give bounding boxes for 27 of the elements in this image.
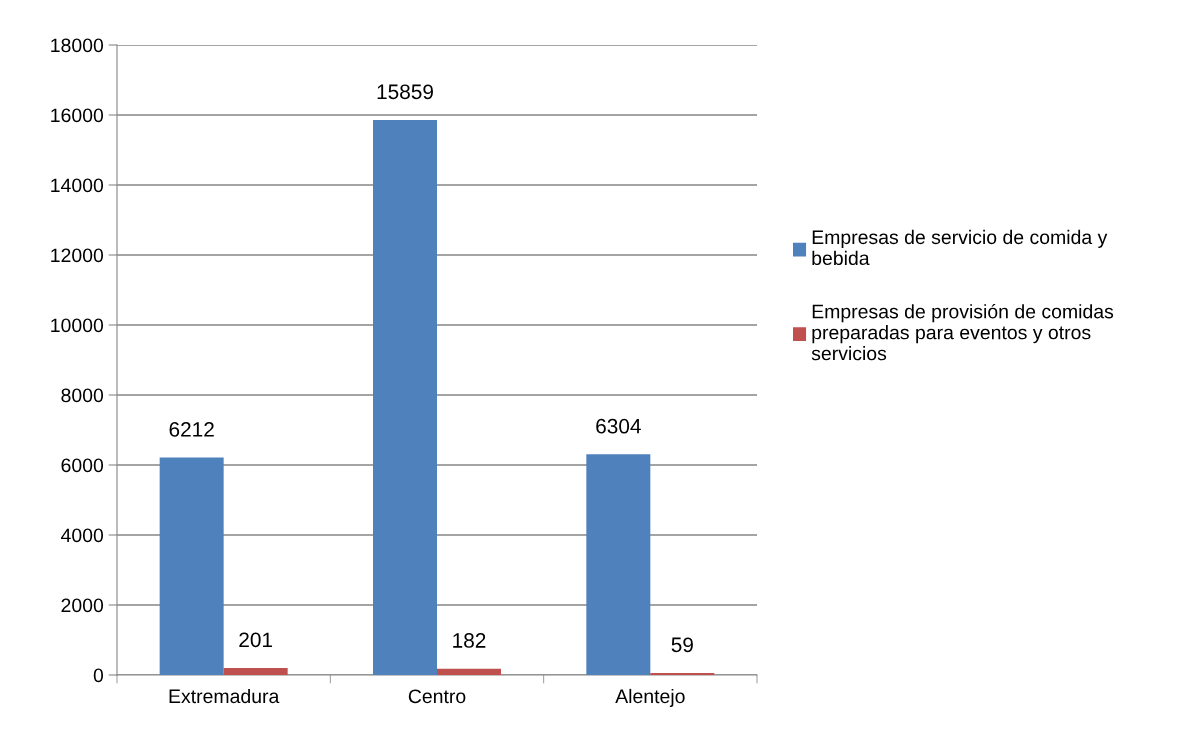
legend-label: Empresas de provisión de comidas preparadas para eventos y otros servicios bbox=[811, 303, 1114, 361]
bar bbox=[373, 119, 437, 675]
y-tick-label: 0 bbox=[93, 668, 104, 683]
data-label: 6212 bbox=[169, 422, 214, 437]
bar bbox=[650, 672, 715, 675]
data-label: 182 bbox=[453, 633, 486, 648]
y-tick-label: 12000 bbox=[51, 248, 104, 263]
x-tick-label: Centro bbox=[408, 689, 466, 704]
data-label: 201 bbox=[239, 632, 273, 648]
bar bbox=[437, 668, 501, 675]
y-tick-label: 8000 bbox=[61, 388, 104, 403]
y-tick-label: 16000 bbox=[51, 108, 104, 123]
y-tick-label: 4000 bbox=[61, 528, 104, 543]
x-tick-label: Alentejo bbox=[615, 688, 685, 708]
y-tick-label: 18000 bbox=[51, 38, 104, 53]
y-tick-label: 6000 bbox=[61, 458, 104, 473]
y-tick-label: 14000 bbox=[51, 178, 104, 193]
y-tick-label: 2000 bbox=[61, 598, 104, 613]
data-label: 59 bbox=[671, 637, 693, 653]
data-label: 6304 bbox=[596, 418, 641, 434]
x-tick-label: Extremadura bbox=[169, 688, 280, 704]
legend-label: Empresas de servicio de comida y bebida bbox=[812, 229, 1108, 266]
y-tick-label: 10000 bbox=[51, 318, 104, 333]
bar bbox=[223, 667, 288, 675]
bar bbox=[586, 454, 651, 675]
bar bbox=[159, 457, 224, 675]
data-label: 15859 bbox=[377, 84, 433, 100]
